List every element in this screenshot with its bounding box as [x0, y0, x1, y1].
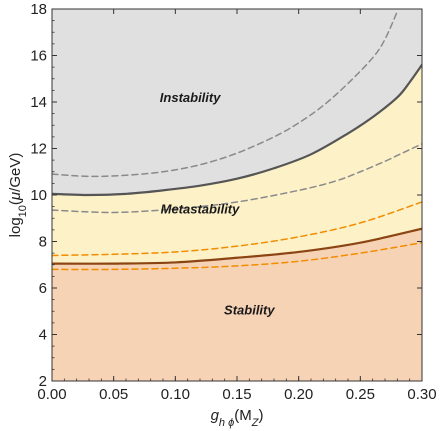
regions-layer	[52, 9, 422, 381]
y-tick-label: 10	[30, 187, 47, 204]
metastability-lower-dashed-curve	[52, 241, 422, 271]
instability-lower-dashed-curve	[52, 143, 422, 214]
stability-label: Stability	[224, 303, 275, 318]
x-tick-label: 0.20	[284, 386, 313, 403]
metastability-region	[52, 64, 422, 264]
y-tick-label: 6	[39, 280, 47, 297]
instability-region	[52, 9, 422, 195]
metastability-upper-dashed-curve	[52, 201, 422, 257]
instability-boundary-curve	[52, 63, 422, 197]
curves-layer	[52, 10, 422, 271]
instability-upper-dashed-curve	[52, 10, 399, 178]
x-axis-label: gh ϕ(MZ)	[211, 407, 264, 429]
x-tick-label: 0.30	[407, 386, 436, 403]
stability-region	[52, 228, 422, 381]
y-tick-label: 8	[39, 234, 47, 251]
y-tick-label: 14	[30, 94, 47, 111]
y-tick-label: 18	[30, 1, 47, 18]
x-tick-label: 0.10	[161, 386, 190, 403]
x-tick-label: 0.00	[37, 386, 66, 403]
ticks-layer: 0.00 0.05 0.10 0.15 0.20 0.25 0.30 2 4 6 8 10 12 14 16…	[30, 1, 436, 403]
region-labels-layer: Instability Metastability Stability	[160, 90, 276, 318]
instability-label: Instability	[160, 90, 221, 105]
y-axis-label: log10(μ/GeV)	[7, 153, 29, 238]
metastability-label: Metastability	[161, 202, 241, 217]
x-tick-label: 0.05	[99, 386, 128, 403]
y-tick-label: 4	[39, 327, 47, 344]
metastability-boundary-curve	[52, 227, 422, 265]
x-tick-label: 0.25	[346, 386, 375, 403]
y-tick-label: 2	[39, 373, 47, 390]
x-tick-label: 0.15	[222, 386, 251, 403]
y-tick-label: 12	[30, 141, 47, 158]
y-tick-label: 16	[30, 48, 47, 65]
